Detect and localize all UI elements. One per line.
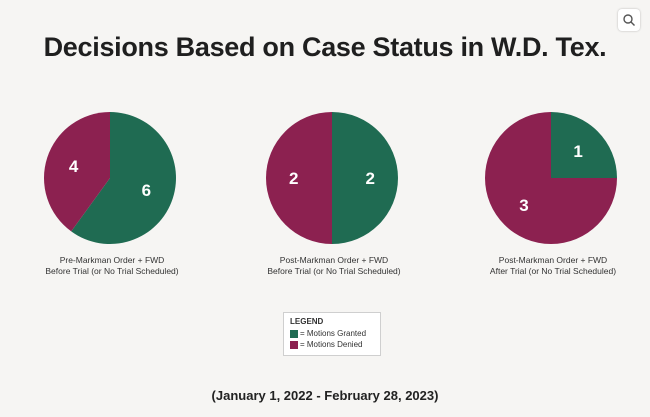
legend-item-granted: = Motions Granted: [290, 328, 374, 339]
pie-slice-motions-granted: [551, 112, 617, 178]
legend-title: LEGEND: [290, 317, 324, 326]
caption-line-2: After Trial (or No Trial Scheduled): [489, 266, 617, 276]
pie-slice-label: 6: [142, 181, 151, 200]
pie-caption: Pre-Markman Order + FWD Before Trial (or…: [12, 255, 212, 277]
pie-slice-motions-granted: [71, 112, 176, 244]
pie-slice-motions-denied: [43, 112, 110, 232]
pie-slice-label: 1: [573, 142, 582, 161]
pie-slice-label: 3: [519, 196, 528, 215]
pie-slice-motions-denied: [266, 112, 332, 244]
pie-slice-label: 4: [69, 157, 79, 176]
chart-title: Decisions Based on Case Status in W.D. T…: [43, 32, 607, 62]
pie-slice-label: 2: [366, 169, 375, 188]
pie-slice-label: 2: [289, 169, 298, 188]
caption-line-2: Before Trial (or No Trial Scheduled): [45, 266, 179, 276]
magnify-icon: [623, 14, 635, 26]
caption-line-2: Before Trial (or No Trial Scheduled): [267, 266, 401, 276]
legend-label-denied: = Motions Denied: [300, 340, 363, 349]
pie-chart-svg: 64: [43, 112, 176, 244]
legend-swatch-denied: [290, 340, 298, 349]
pie-chart-svg: 13: [485, 112, 617, 244]
zoom-button[interactable]: [618, 9, 640, 31]
pie-caption: Post-Markman Order + FWD After Trial (or…: [453, 255, 650, 277]
pie-slice-motions-granted: [332, 112, 398, 244]
date-range: (January 1, 2022 - February 28, 2023): [211, 388, 439, 403]
legend-label-granted: = Motions Granted: [300, 329, 367, 338]
caption-line-1: Post-Markman Order + FWD: [279, 255, 389, 265]
caption-line-1: Post-Markman Order + FWD: [498, 255, 608, 265]
legend-swatch-granted: [290, 329, 298, 338]
legend-item-denied: = Motions Denied: [290, 339, 374, 350]
legend: LEGEND = Motions Granted = Motions Denie…: [283, 312, 381, 356]
pie-slice-motions-denied: [485, 112, 617, 244]
caption-line-1: Pre-Markman Order + FWD: [59, 255, 165, 265]
pie-caption: Post-Markman Order + FWD Before Trial (o…: [234, 255, 434, 277]
pie-chart-svg: 22: [266, 112, 398, 244]
